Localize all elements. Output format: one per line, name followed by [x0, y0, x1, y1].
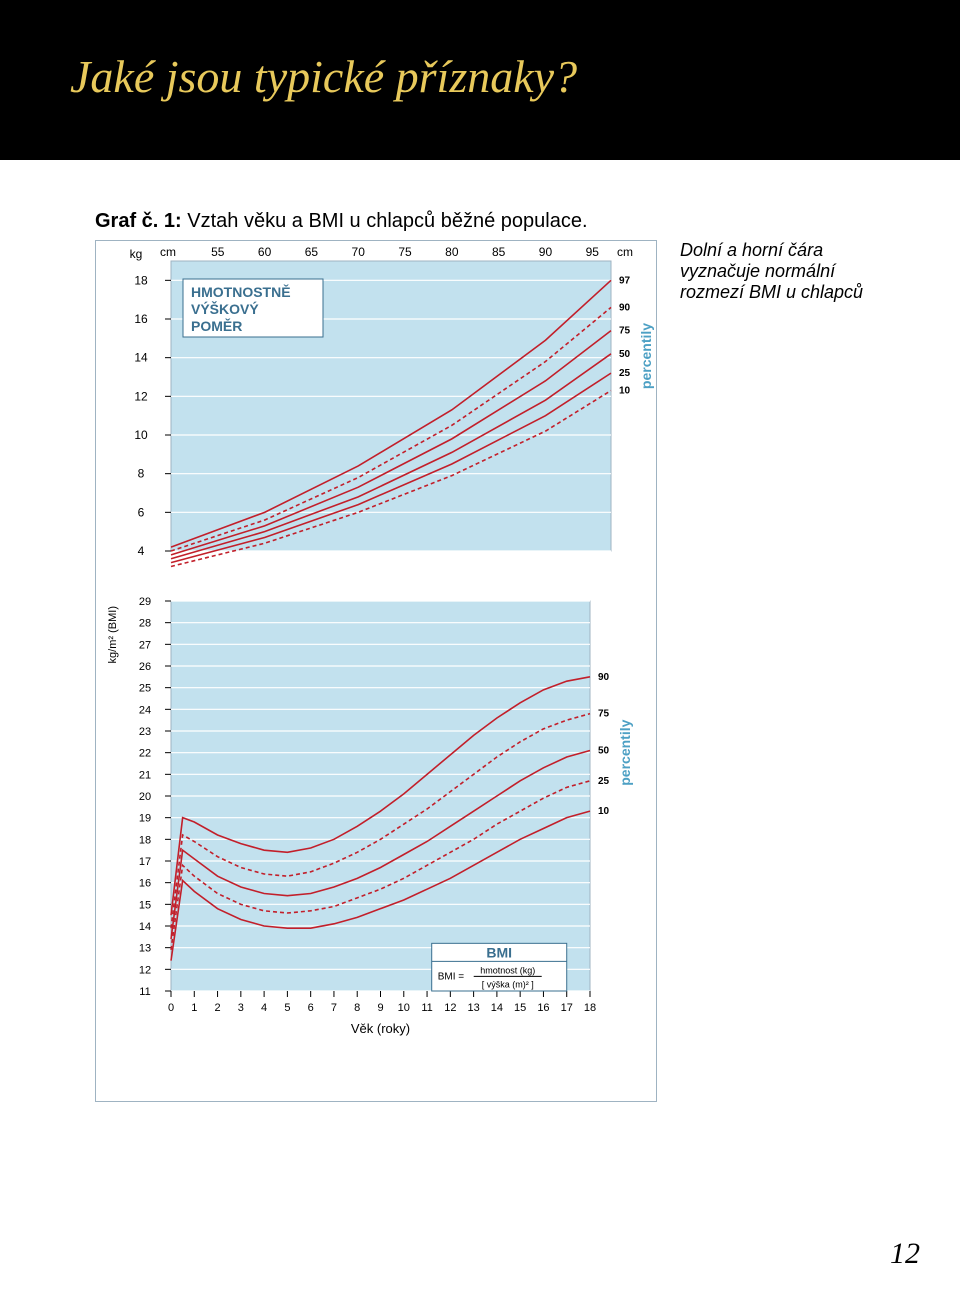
svg-text:75: 75 — [398, 245, 412, 259]
svg-text:9: 9 — [377, 1002, 383, 1014]
svg-text:90: 90 — [598, 672, 610, 683]
svg-text:16: 16 — [537, 1002, 549, 1014]
svg-text:12: 12 — [139, 964, 151, 976]
svg-text:27: 27 — [139, 639, 151, 651]
caption-prefix: Graf č. 1: — [95, 210, 187, 232]
page-number: 12 — [890, 1237, 920, 1271]
svg-text:90: 90 — [539, 245, 553, 259]
svg-text:65: 65 — [305, 245, 319, 259]
svg-text:75: 75 — [598, 709, 610, 720]
svg-text:8: 8 — [354, 1002, 360, 1014]
svg-text:6: 6 — [308, 1002, 314, 1014]
svg-text:25: 25 — [139, 683, 151, 695]
svg-text:3: 3 — [238, 1002, 244, 1014]
svg-text:[ výška (m)² ]: [ výška (m)² ] — [482, 979, 534, 989]
svg-text:8: 8 — [138, 467, 145, 481]
svg-text:50: 50 — [619, 349, 631, 360]
svg-text:1: 1 — [191, 1002, 197, 1014]
svg-text:75: 75 — [619, 326, 631, 337]
svg-text:20: 20 — [139, 791, 151, 803]
svg-text:11: 11 — [139, 986, 150, 998]
svg-text:12: 12 — [134, 389, 148, 403]
svg-text:5: 5 — [284, 1002, 290, 1014]
chart-container: kg1816141210864556065707580859095cmcm979… — [95, 240, 657, 1102]
svg-text:15: 15 — [514, 1002, 526, 1014]
svg-text:hmotnost (kg): hmotnost (kg) — [480, 965, 535, 975]
svg-text:14: 14 — [139, 921, 151, 933]
svg-text:cm: cm — [617, 245, 633, 259]
top-chart: kg 18 16 14 12 10 8 6 4 55 60 65 70 75 80 85 90 95 cm cm 97 9… — [96, 241, 656, 571]
svg-text:13: 13 — [139, 943, 151, 955]
svg-text:19: 19 — [139, 813, 151, 825]
svg-text:10: 10 — [398, 1002, 410, 1014]
svg-text:12: 12 — [444, 1002, 456, 1014]
svg-text:28: 28 — [139, 618, 151, 630]
svg-text:10: 10 — [134, 428, 148, 442]
figure-caption: Graf č. 1: Vztah věku a BMI u chlapců bě… — [95, 210, 588, 233]
svg-text:17: 17 — [561, 1002, 573, 1014]
svg-text:25: 25 — [598, 776, 610, 787]
svg-text:18: 18 — [134, 273, 148, 287]
svg-text:percentily: percentily — [638, 323, 654, 389]
svg-text:2: 2 — [214, 1002, 220, 1014]
svg-text:HMOTNOSTNĚ: HMOTNOSTNĚ — [191, 283, 291, 300]
svg-text:BMI =: BMI = — [438, 971, 465, 982]
svg-text:90: 90 — [619, 302, 631, 313]
svg-text:15: 15 — [139, 899, 151, 911]
svg-text:85: 85 — [492, 245, 506, 259]
svg-text:55: 55 — [211, 245, 225, 259]
svg-text:7: 7 — [331, 1002, 337, 1014]
svg-text:cm: cm — [160, 245, 176, 259]
svg-text:60: 60 — [258, 245, 272, 259]
svg-text:18: 18 — [584, 1002, 596, 1014]
svg-text:16: 16 — [139, 878, 151, 890]
svg-text:0: 0 — [168, 1002, 174, 1014]
svg-text:95: 95 — [586, 245, 600, 259]
caption-rest: Vztah věku a BMI u chlapců běžné populac… — [187, 210, 587, 232]
svg-text:16: 16 — [134, 312, 148, 326]
svg-text:23: 23 — [139, 726, 151, 738]
svg-text:4: 4 — [138, 544, 145, 558]
svg-text:VÝŠKOVÝ: VÝŠKOVÝ — [191, 300, 259, 317]
svg-text:70: 70 — [352, 245, 366, 259]
side-note: Dolní a horní čára vyznačuje normální ro… — [680, 240, 880, 303]
svg-text:10: 10 — [619, 386, 631, 397]
svg-text:11: 11 — [421, 1002, 432, 1014]
svg-text:18: 18 — [139, 834, 151, 846]
bottom-chart: 29282726252423222120191817161514131211kg… — [96, 571, 656, 1071]
svg-text:percentily: percentily — [617, 719, 633, 785]
svg-text:6: 6 — [138, 505, 145, 519]
svg-text:14: 14 — [134, 351, 148, 365]
svg-text:50: 50 — [598, 746, 610, 757]
page: Jaké jsou typické příznaky? Graf č. 1: V… — [0, 0, 960, 1296]
svg-text:BMI: BMI — [486, 944, 512, 960]
svg-text:4: 4 — [261, 1002, 267, 1014]
script-title: Jaké jsou typické příznaky? — [70, 50, 577, 103]
svg-text:13: 13 — [467, 1002, 479, 1014]
svg-text:97: 97 — [619, 275, 631, 286]
svg-text:26: 26 — [139, 661, 151, 673]
svg-text:24: 24 — [139, 704, 151, 716]
svg-text:21: 21 — [139, 769, 151, 781]
svg-text:14: 14 — [491, 1002, 503, 1014]
svg-text:22: 22 — [139, 748, 151, 760]
svg-text:17: 17 — [139, 856, 151, 868]
svg-text:Věk (roky): Věk (roky) — [351, 1021, 410, 1036]
svg-text:25: 25 — [619, 368, 631, 379]
svg-text:kg/m² (BMI): kg/m² (BMI) — [107, 606, 119, 663]
svg-text:POMĚR: POMĚR — [191, 317, 242, 334]
svg-text:10: 10 — [598, 806, 610, 817]
svg-text:29: 29 — [139, 596, 151, 608]
svg-text:kg: kg — [130, 247, 143, 261]
svg-text:80: 80 — [445, 245, 459, 259]
